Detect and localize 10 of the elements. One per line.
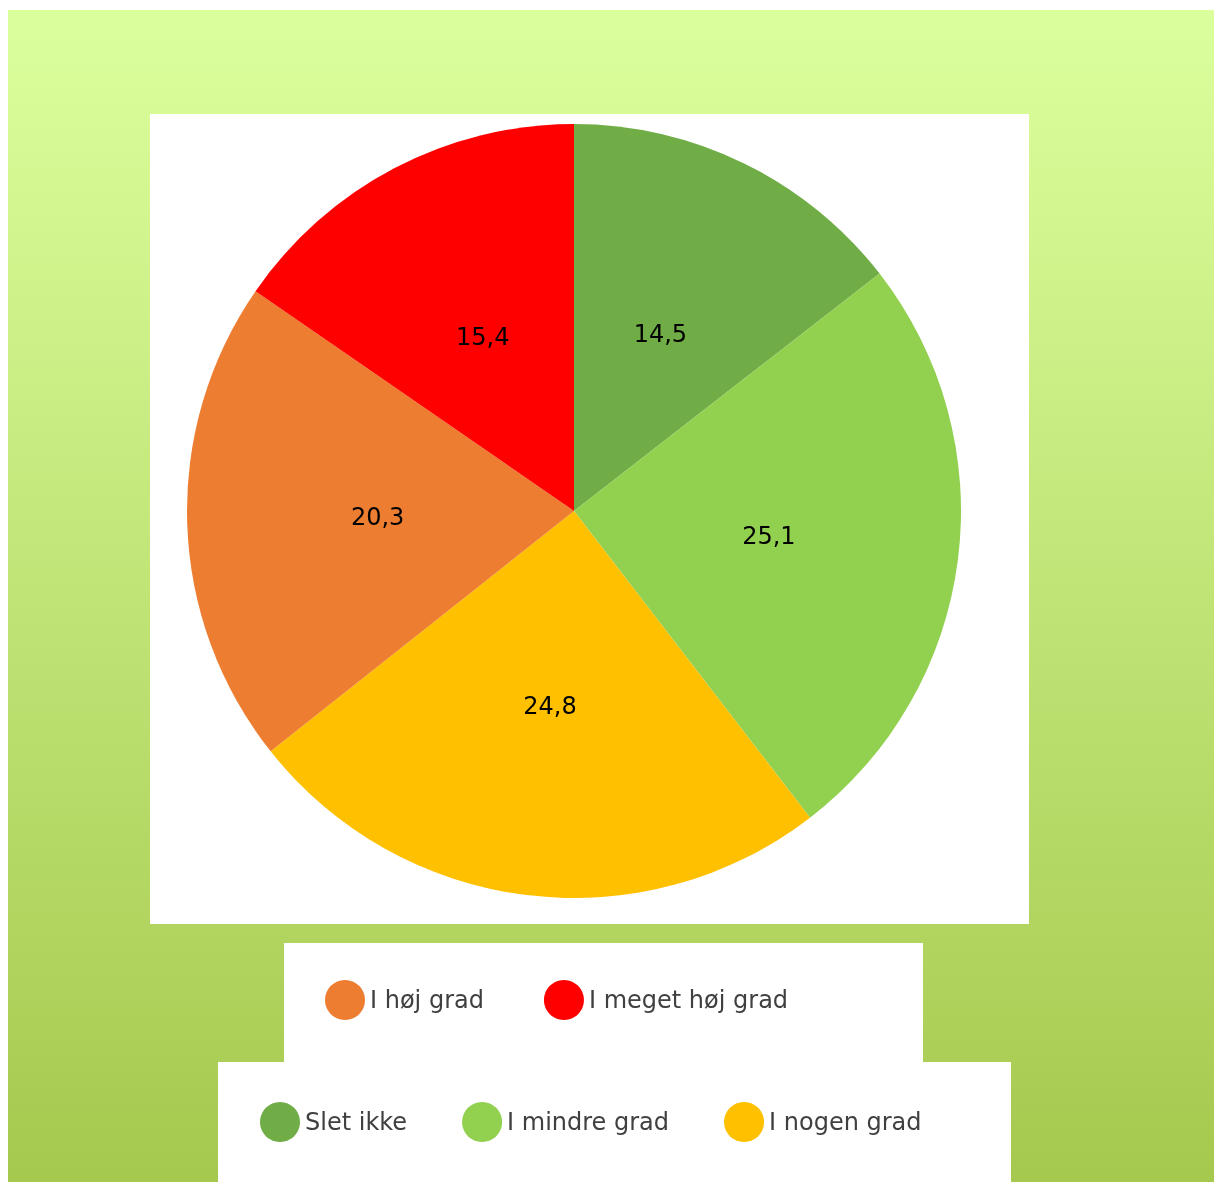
legend-label: I meget høj grad <box>588 986 789 1014</box>
data-label: 14,5 <box>633 320 688 349</box>
legend-label: I nogen grad <box>769 1108 922 1136</box>
legend-label: Slet ikke <box>305 1108 408 1136</box>
legend-label: I høj grad <box>370 986 484 1014</box>
legend-label: I mindre grad <box>507 1108 670 1136</box>
data-label: 20,3 <box>350 503 405 532</box>
data-label: 15,4 <box>455 323 510 352</box>
data-label: 24,8 <box>523 692 577 721</box>
data-label: 25,1 <box>742 521 796 550</box>
